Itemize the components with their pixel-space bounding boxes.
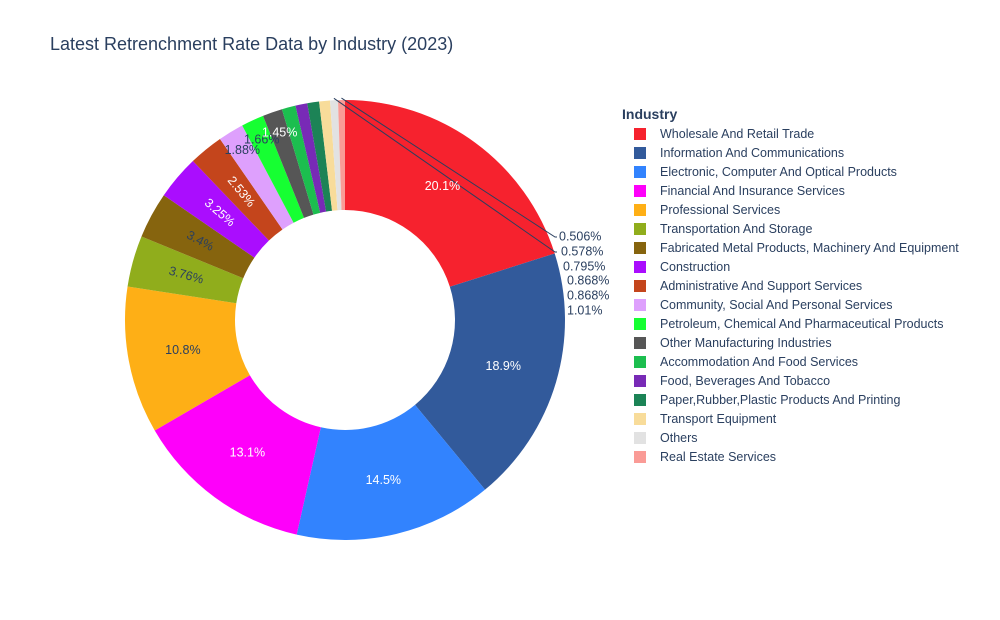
slice-label: 13.1% [230,445,265,459]
pie-slice[interactable] [338,99,345,211]
legend-label: Administrative And Support Services [660,278,863,293]
legend-label: Accommodation And Food Services [660,354,859,369]
legend-items: Wholesale And Retail Trade Information An… [622,124,992,466]
slice-label: 0.578% [561,244,603,258]
pie-slice[interactable] [281,105,321,215]
legend-item[interactable]: Paper,Rubber,Plastic Products And Printi… [622,390,992,409]
leader-line [341,97,557,238]
legend-swatch [634,317,646,330]
legend-item[interactable]: Professional Services [622,200,992,219]
pie-slice[interactable] [219,125,294,230]
chart-title: Latest Retrenchment Rate Data by Industr… [50,34,454,54]
pie-slice[interactable] [345,100,555,287]
pie-slice[interactable] [263,109,314,218]
legend-swatch [634,355,646,368]
legend-item[interactable]: Others [622,428,992,447]
legend-swatch [634,393,646,406]
pie-slice[interactable] [163,161,269,258]
legend-label: Construction [660,259,731,274]
legend-item[interactable]: Construction [622,257,992,276]
slice-label: 0.868% [567,273,609,287]
pie-slice[interactable] [242,115,305,223]
legend: Industry Wholesale And Retail Trade Infor… [622,104,992,466]
legend-swatch [634,165,646,178]
legend-label: Food, Beverages And Tobacco [660,373,831,388]
legend-label: Real Estate Services [660,449,777,464]
legend-swatch [634,450,646,463]
legend-swatch [634,203,646,216]
legend-item[interactable]: Other Manufacturing Industries [622,333,992,352]
slice-label: 1.45% [262,125,297,139]
slice-label: 10.8% [165,343,200,357]
slice-label: 1.01% [567,303,602,317]
pie-slice[interactable] [295,103,327,213]
legend-label: Financial And Insurance Services [660,183,845,198]
legend-swatch [634,336,646,349]
pie-slice[interactable] [415,253,565,490]
legend-label: Fabricated Metal Products, Machinery And… [660,240,959,255]
slice-label: 0.506% [559,229,601,243]
legend-item[interactable]: Information And Communications [622,143,992,162]
legend-swatch [634,241,646,254]
legend-item[interactable]: Administrative And Support Services [622,276,992,295]
legend-item[interactable]: Transportation And Storage [622,219,992,238]
legend-label: Electronic, Computer And Optical Product… [660,164,897,179]
legend-item[interactable]: Accommodation And Food Services [622,352,992,371]
legend-label: Other Manufacturing Industries [660,335,832,350]
pie-slice[interactable] [296,404,486,541]
slice-label: 0.868% [567,288,609,302]
legend-label: Paper,Rubber,Plastic Products And Printi… [660,392,901,407]
legend-title: Industry [622,106,678,122]
slice-label: 18.9% [486,359,521,373]
legend-item[interactable]: Financial And Insurance Services [622,181,992,200]
pie-slice[interactable] [192,138,283,241]
legend-label: Others [660,430,698,445]
legend-item[interactable]: Fabricated Metal Products, Machinery And… [622,238,992,257]
slice-label: 0.795% [563,259,605,273]
pie-slice[interactable] [141,195,255,279]
legend-swatch [634,431,646,444]
pie-slice[interactable] [307,101,333,212]
legend-swatch [634,222,646,235]
pie-slice[interactable] [319,100,338,211]
legend-label: Petroleum, Chemical And Pharmaceutical P… [660,316,944,331]
slice-label: 1.88% [225,143,260,157]
legend-label: Professional Services [660,202,781,217]
legend-swatch [634,412,646,425]
legend-item[interactable]: Food, Beverages And Tobacco [622,371,992,390]
legend-swatch [634,260,646,273]
slice-label: 1.66% [244,133,279,147]
pie-slice[interactable] [127,236,244,304]
legend-item[interactable]: Electronic, Computer And Optical Product… [622,162,992,181]
pie-slice[interactable] [330,100,342,211]
legend-swatch [634,184,646,197]
legend-item[interactable]: Transport Equipment [622,409,992,428]
legend-item[interactable]: Real Estate Services [622,447,992,466]
legend-label: Transportation And Storage [660,221,813,236]
legend-swatch [634,279,646,292]
legend-swatch [634,146,646,159]
pie-slice[interactable] [125,286,250,431]
legend-label: Wholesale And Retail Trade [660,126,815,141]
legend-swatch [634,127,646,140]
slice-label: 20.1% [425,179,460,193]
pie-slice[interactable] [154,375,321,535]
legend-item[interactable]: Wholesale And Retail Trade [622,124,992,143]
legend-label: Information And Communications [660,145,845,160]
legend-swatch [634,298,646,311]
legend-label: Transport Equipment [660,411,777,426]
leader-line [333,97,557,253]
legend-swatch [634,374,646,387]
legend-label: Community, Social And Personal Services [660,297,893,312]
legend-item[interactable]: Petroleum, Chemical And Pharmaceutical P… [622,314,992,333]
legend-item[interactable]: Community, Social And Personal Services [622,295,992,314]
slice-label: 14.5% [366,473,401,487]
